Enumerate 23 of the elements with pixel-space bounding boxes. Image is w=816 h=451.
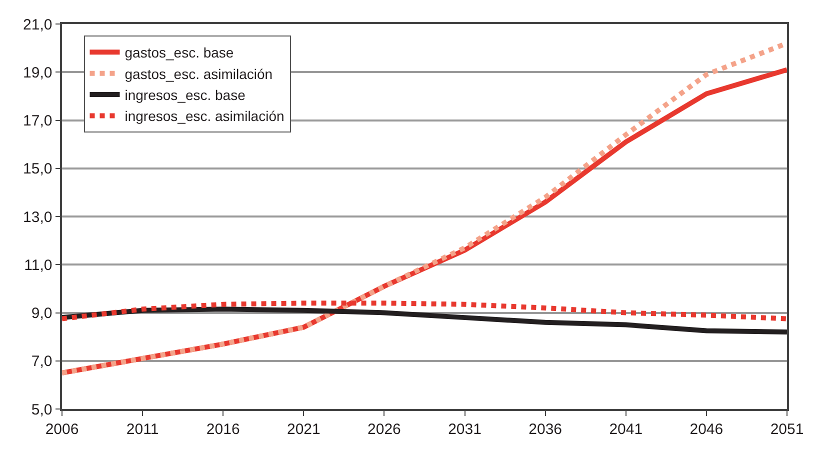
legend-label: gastos_esc. base: [124, 44, 234, 61]
legend-label: ingresos_esc. base: [124, 87, 246, 104]
x-tick-label: 2051: [770, 420, 804, 438]
legend-label: gastos_esc. asimilación: [124, 66, 273, 82]
legend-label: ingresos_esc. asimilación: [124, 108, 284, 124]
y-tick-label: 5,0: [31, 401, 52, 418]
x-tick-label: 2011: [126, 420, 159, 438]
y-tick-label: 15,0: [23, 160, 52, 178]
x-tick-label: 2021: [286, 420, 320, 438]
x-tick-label: 2031: [448, 420, 482, 438]
y-tick-label: 7,0: [31, 353, 52, 370]
x-tick-label: 2026: [368, 420, 401, 438]
y-tick-label: 19,0: [23, 64, 52, 82]
x-tick-label: 2036: [528, 420, 562, 438]
x-tick-label: 2016: [206, 420, 240, 438]
x-tick-label: 2006: [45, 420, 79, 438]
x-tick-label: 2046: [690, 420, 724, 438]
y-tick-label: 13,0: [23, 208, 52, 226]
x-tick-label: 2041: [609, 420, 643, 438]
y-tick-label: 17,0: [23, 112, 52, 130]
y-tick-label: 9,0: [31, 305, 52, 322]
y-tick-label: 11,0: [24, 256, 52, 274]
y-tick-label: 21,0: [23, 16, 52, 34]
